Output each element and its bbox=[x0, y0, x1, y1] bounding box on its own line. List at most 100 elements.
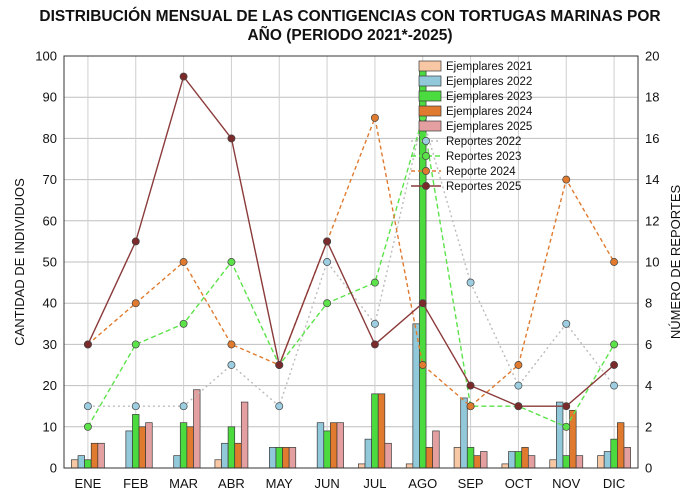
y-tick-70: 70 bbox=[43, 172, 57, 187]
point-reportes-2023-dic bbox=[610, 340, 619, 349]
point-reportes-2025-sep bbox=[466, 381, 475, 390]
bar-ejemplares-2024-jun bbox=[330, 422, 338, 469]
point-reportes-2025-abr bbox=[227, 134, 236, 143]
point-reporte-2024-jul bbox=[370, 113, 379, 122]
point-reportes-2025-ago bbox=[418, 299, 427, 308]
bar-ejemplares-2022-oct bbox=[508, 451, 516, 469]
point-reportes-2025-jul bbox=[370, 340, 379, 349]
point-reportes-2022-feb bbox=[131, 402, 140, 411]
bar-ejemplares-2023-dic bbox=[610, 438, 618, 469]
bar-ejemplares-2023-sep bbox=[466, 447, 475, 469]
bar-ejemplares-2024-jul bbox=[377, 393, 386, 469]
y2-tick-2: 2 bbox=[645, 419, 652, 434]
point-reportes-2022-ene bbox=[83, 402, 92, 411]
bar-ejemplares-2022-dic bbox=[603, 451, 612, 469]
point-reporte-2024-abr bbox=[227, 340, 236, 349]
bar-ejemplares-2025-jul bbox=[384, 442, 392, 469]
bar-ejemplares-2025-nov bbox=[575, 455, 584, 469]
bar-ejemplares-2024-abr bbox=[234, 442, 242, 469]
bar-ejemplares-2021-ene bbox=[71, 459, 79, 469]
bar-ejemplares-2025-feb bbox=[145, 422, 153, 469]
point-reportes-2023-mar bbox=[179, 319, 188, 328]
y-axis-left: 0 10 20 30 40 50 60 70 80 90 100 bbox=[35, 49, 57, 476]
y2-tick-12: 12 bbox=[645, 213, 659, 228]
y2-tick-14: 14 bbox=[645, 172, 659, 187]
bar-ejemplares-2022-sep bbox=[460, 397, 468, 469]
point-reporte-2024-oct bbox=[514, 361, 523, 369]
bar-ejemplares-2024-feb bbox=[138, 426, 147, 469]
legend-marker-reportes-2025 bbox=[422, 182, 430, 190]
bar-ejemplares-2024-oct bbox=[521, 447, 529, 469]
bar-ejemplares-2025-sep bbox=[480, 451, 488, 469]
y-tick-60: 60 bbox=[43, 213, 57, 228]
point-reportes-2025-feb bbox=[131, 237, 140, 246]
bar-ejemplares-2022-may bbox=[269, 447, 277, 469]
point-reportes-2025-nov bbox=[562, 402, 571, 411]
line-reporte-2024 bbox=[87, 115, 615, 408]
point-reportes-2023-nov bbox=[562, 422, 571, 431]
point-reportes-2023-abr bbox=[227, 258, 236, 266]
legend-label-reporte-2024: Reporte 2024 bbox=[446, 166, 516, 178]
point-reportes-2025-ene bbox=[83, 340, 92, 349]
bar-ejemplares-2022-nov bbox=[555, 401, 564, 469]
bar-ejemplares-2021-oct bbox=[501, 463, 509, 469]
point-reportes-2022-oct bbox=[514, 381, 523, 390]
bar-ejemplares-2023-nov bbox=[562, 455, 570, 469]
point-reportes-2023-jun bbox=[323, 299, 332, 308]
y-tick-40: 40 bbox=[43, 296, 57, 311]
legend: Ejemplares 2021 Ejemplares 2022 Ejemplares… bbox=[411, 60, 533, 193]
y-axis-right: 0 2 4 6 8 10 12 14 16 18 20 bbox=[645, 49, 659, 476]
y-tick-20: 20 bbox=[43, 378, 57, 393]
bar-ejemplares-2024-sep bbox=[473, 455, 481, 469]
x-tick-dic: DIC bbox=[603, 476, 625, 491]
bar-ejemplares-2023-feb bbox=[132, 414, 140, 469]
point-reporte-2024-mar bbox=[179, 258, 188, 266]
y-tick-0: 0 bbox=[50, 461, 57, 476]
y-tick-30: 30 bbox=[43, 337, 57, 352]
bar-ejemplares-2021-sep bbox=[453, 447, 462, 469]
bar-ejemplares-2023-oct bbox=[514, 451, 523, 469]
line-reportes-2025 bbox=[87, 75, 615, 407]
chart-title-line-1: DISTRIBUCIÓN MENSUAL DE LAS CONTIGENCIAS… bbox=[39, 7, 660, 25]
point-reporte-2024-feb bbox=[131, 299, 140, 308]
point-reportes-2022-nov bbox=[562, 319, 571, 328]
x-tick-sep: SEP bbox=[458, 476, 484, 491]
legend-swatch-ejemplares-2024 bbox=[418, 105, 442, 117]
point-reportes-2023-jul bbox=[370, 278, 379, 287]
line-layer bbox=[83, 72, 619, 431]
legend-label-reportes-2023: Reportes 2023 bbox=[446, 151, 521, 163]
x-tick-mar: MAR bbox=[169, 476, 198, 491]
bar-ejemplares-2025-ene bbox=[97, 442, 105, 469]
x-tick-may: MAY bbox=[266, 476, 294, 491]
bar-ejemplares-2021-jul bbox=[358, 463, 366, 469]
point-reporte-2024-dic bbox=[610, 258, 619, 266]
bar-ejemplares-2022-abr bbox=[221, 442, 229, 469]
point-reportes-2025-jun bbox=[323, 237, 332, 246]
bar-ejemplares-2023-jul bbox=[371, 393, 379, 469]
legend-label-ejemplares-2021: Ejemplares 2021 bbox=[446, 61, 532, 73]
y-tick-80: 80 bbox=[43, 131, 57, 146]
y-tick-100: 100 bbox=[35, 49, 57, 64]
y-tick-90: 90 bbox=[43, 90, 57, 105]
y2-tick-18: 18 bbox=[645, 90, 659, 105]
bar-ejemplares-2022-feb bbox=[125, 430, 133, 469]
bar-ejemplares-2023-ene bbox=[84, 459, 92, 469]
legend-label-ejemplares-2023: Ejemplares 2023 bbox=[446, 91, 532, 103]
bar-ejemplares-2025-oct bbox=[527, 455, 536, 469]
point-reportes-2023-ene bbox=[83, 422, 92, 431]
bar-ejemplares-2022-jul bbox=[364, 438, 372, 469]
legend-marker-reportes-2023 bbox=[422, 152, 430, 160]
bar-ejemplares-2025-dic bbox=[623, 447, 631, 469]
bar-ejemplares-2025-ago bbox=[432, 430, 440, 469]
point-reportes-2022-jun bbox=[323, 258, 332, 266]
bar-ejemplares-2021-abr bbox=[214, 459, 222, 469]
point-reporte-2024-sep bbox=[466, 402, 475, 411]
point-reporte-2024-nov bbox=[562, 175, 571, 184]
bar-ejemplares-2025-may bbox=[288, 447, 297, 469]
point-reportes-2025-may bbox=[275, 361, 284, 369]
line-reportes-2023 bbox=[87, 117, 615, 428]
legend-swatch-ejemplares-2022 bbox=[418, 75, 442, 87]
legend-label-ejemplares-2025: Ejemplares 2025 bbox=[446, 121, 532, 133]
bar-ejemplares-2025-jun bbox=[336, 422, 344, 469]
point-reportes-2022-jul bbox=[370, 319, 379, 328]
